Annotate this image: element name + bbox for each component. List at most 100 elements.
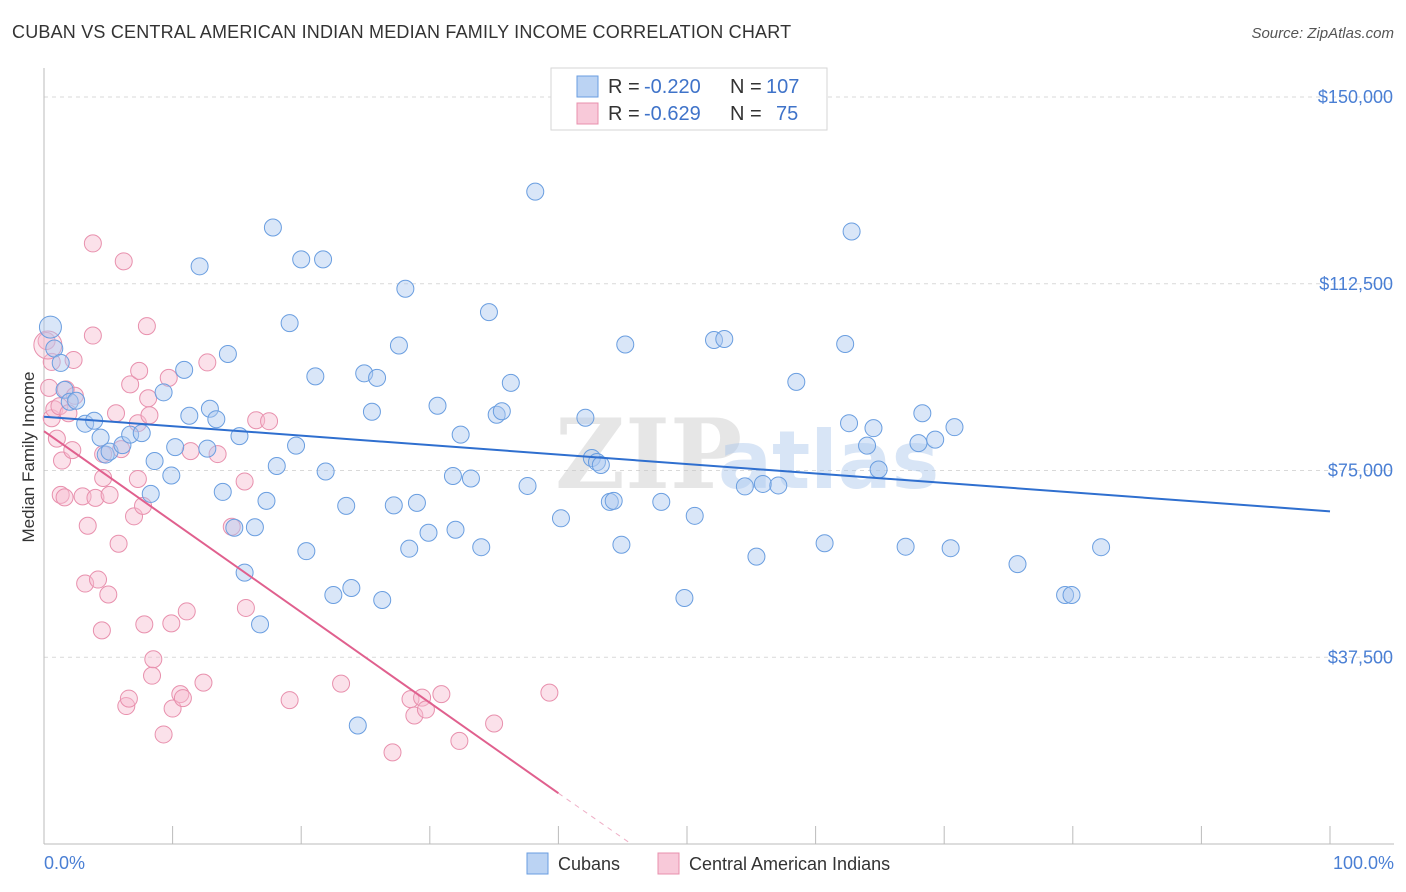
cai-point	[162, 614, 181, 633]
axes	[43, 68, 1394, 845]
legend-r-label-cai: R =	[608, 103, 640, 125]
cai-point	[83, 326, 102, 345]
cai-point	[332, 674, 351, 693]
cuban-point	[280, 314, 299, 333]
cuban-point	[162, 466, 181, 485]
bottom-legend: Cubans Central American Indians	[526, 852, 890, 875]
cuban-point	[91, 428, 110, 447]
cuban-point	[926, 430, 945, 449]
cuban-point	[443, 466, 462, 485]
cuban-point	[451, 425, 470, 444]
cuban-point	[1056, 586, 1075, 604]
legend-n-value-cai: 75	[776, 103, 798, 125]
cuban-point	[612, 535, 631, 554]
cuban-point	[362, 402, 381, 421]
legend-n-label-cai: N =	[730, 103, 762, 125]
bottom-legend-label-cubans: Cubans	[558, 854, 620, 874]
cuban-point	[267, 457, 286, 476]
source-credit: Source: ZipAtlas.com	[1251, 25, 1394, 42]
bottom-legend-swatch-cai	[657, 852, 680, 875]
cai-point	[140, 406, 159, 425]
cuban-point	[501, 373, 520, 392]
cuban-point	[324, 586, 343, 604]
cai-point	[37, 332, 56, 351]
cai-point	[485, 714, 504, 733]
cai-point	[235, 472, 254, 491]
cuban-point	[840, 414, 859, 433]
cai-point	[100, 485, 119, 504]
cuban-point	[121, 425, 140, 444]
cuban-point	[154, 383, 173, 402]
cai-point	[50, 397, 69, 416]
cuban-point	[225, 518, 244, 537]
cuban-point	[67, 391, 86, 410]
cai-point	[540, 683, 559, 702]
cuban-point	[842, 222, 861, 241]
cai-point	[107, 404, 126, 423]
cai-point	[432, 685, 451, 704]
cuban-point	[941, 539, 960, 558]
cai-point	[405, 706, 424, 725]
cai-point	[137, 317, 156, 336]
cubans-trend-line	[43, 415, 1331, 513]
cai-point	[130, 361, 149, 380]
cuban-point	[479, 303, 498, 322]
cuban-point	[38, 315, 62, 339]
cuban-point	[180, 406, 199, 425]
cuban-point	[1092, 538, 1111, 557]
cuban-point	[446, 520, 465, 539]
cuban-point	[735, 477, 754, 496]
cai-trend-line	[43, 430, 559, 795]
cuban-point	[190, 257, 209, 276]
cuban-point	[207, 410, 226, 429]
cuban-point	[769, 476, 788, 495]
cuban-point	[337, 496, 356, 515]
legend: R = -0.220 N = 107 R = -0.629 N = 75	[550, 67, 828, 131]
cuban-point	[1008, 555, 1027, 574]
cai-point	[383, 743, 402, 762]
cai-point	[135, 615, 154, 634]
cuban-point	[166, 438, 185, 457]
cuban-point	[200, 399, 219, 418]
cuban-point	[297, 542, 316, 561]
cai-point	[143, 666, 162, 685]
cai-point	[144, 650, 163, 669]
cuban-point	[175, 360, 194, 379]
y-tick-label-112500: $112,500	[1319, 274, 1393, 294]
cai-point	[194, 673, 213, 692]
cai-point	[173, 689, 192, 708]
cuban-point	[487, 405, 506, 424]
legend-n-label-cubans: N =	[730, 76, 762, 98]
cuban-point	[836, 335, 855, 354]
cuban-point	[461, 469, 480, 488]
cuban-point	[213, 482, 232, 501]
watermark-zip: ZIP	[555, 398, 742, 511]
cuban-point	[591, 456, 610, 475]
cuban-point	[251, 615, 270, 634]
y-axis-title: Median Family Income	[19, 371, 38, 542]
cai-point	[450, 731, 469, 750]
cuban-point	[373, 590, 392, 609]
cuban-point	[652, 492, 671, 511]
trend-lines	[43, 415, 1331, 843]
watermark-atlas: atlas	[718, 414, 939, 507]
cuban-point	[913, 404, 932, 423]
cuban-point	[869, 460, 888, 479]
cai-point	[42, 352, 61, 371]
cai-point	[73, 487, 92, 506]
cai-point	[117, 697, 136, 716]
legend-swatch-cubans	[576, 75, 599, 98]
cuban-point	[576, 408, 595, 427]
cai-point	[121, 375, 140, 394]
watermark: ZIP atlas	[555, 398, 939, 511]
cuban-point	[292, 250, 311, 269]
cuban-point	[864, 419, 883, 438]
cuban-point	[368, 368, 387, 387]
cuban-point	[400, 539, 419, 558]
legend-n-value-cubans: 107	[766, 76, 799, 98]
cuban-point	[492, 402, 511, 421]
cai-point	[109, 534, 128, 553]
cai-point	[280, 691, 299, 710]
cai-point	[260, 412, 279, 431]
